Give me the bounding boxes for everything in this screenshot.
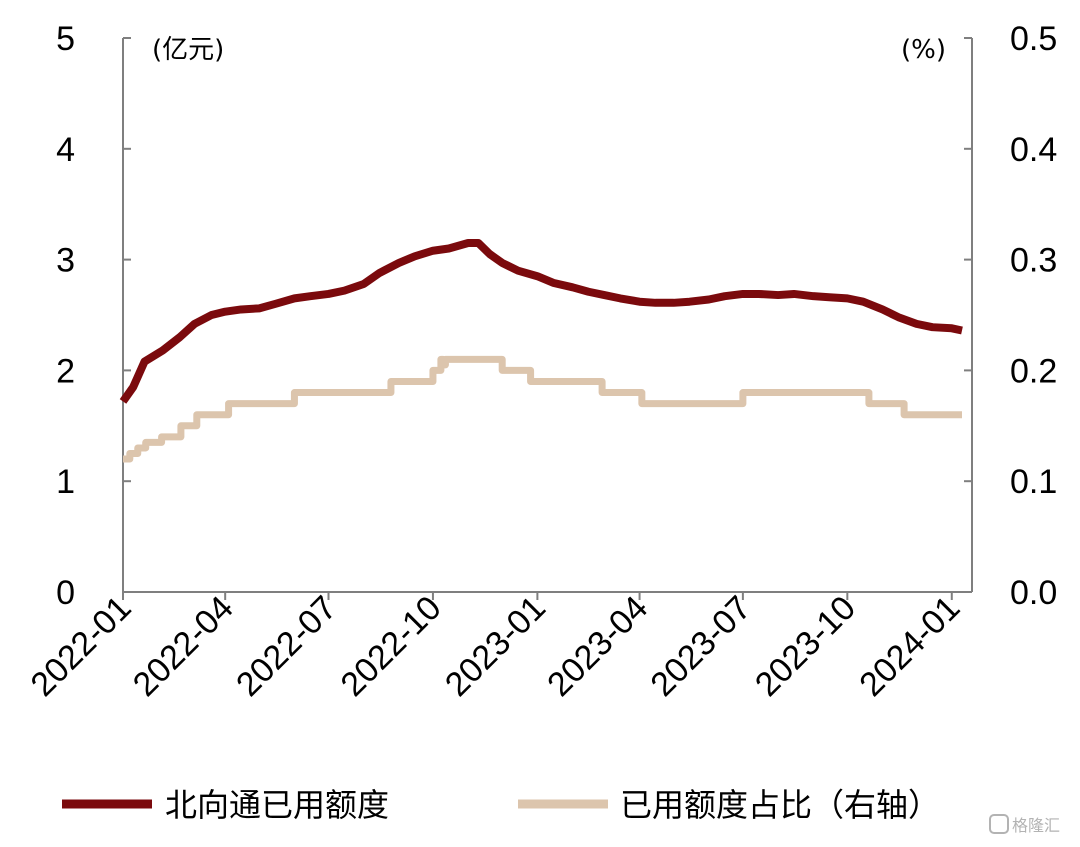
left-axis-unit: (亿元) xyxy=(152,35,224,65)
x-tick-label: 2024-01 xyxy=(852,589,967,704)
left-tick-label: 1 xyxy=(56,463,75,501)
right-tick-label: 0.3 xyxy=(1010,242,1057,280)
left-tick-label: 5 xyxy=(56,20,75,58)
legend: 北向通已用额度 已用额度占比（右轴） xyxy=(62,786,940,824)
series-line-1 xyxy=(123,355,962,463)
right-tick-label: 0.1 xyxy=(1010,463,1057,501)
x-tick-label: 2023-07 xyxy=(643,589,758,704)
watermark: 格隆汇 xyxy=(989,814,1060,835)
series-layer xyxy=(119,238,963,463)
series-line-0 xyxy=(119,238,963,404)
right-axis-unit: (%) xyxy=(901,35,946,65)
x-tick-label: 2023-04 xyxy=(540,589,655,704)
x-tick-label: 2023-10 xyxy=(748,589,863,704)
watermark-logo-icon xyxy=(989,814,1009,834)
left-tick-label: 0 xyxy=(56,574,75,612)
x-tick-label: 2022-04 xyxy=(126,589,241,704)
legend-label-1: 已用额度占比（右轴） xyxy=(620,786,940,824)
left-tick-label: 4 xyxy=(56,131,75,169)
x-tick-label: 2022-07 xyxy=(229,589,344,704)
x-tick-label: 2022-10 xyxy=(333,589,448,704)
right-tick-label: 0.2 xyxy=(1010,352,1057,390)
left-tick-label: 3 xyxy=(56,242,75,280)
watermark-text: 格隆汇 xyxy=(1012,816,1060,835)
axes: 0123450.00.10.20.30.40.52022-012022-0420… xyxy=(24,20,1058,704)
right-tick-label: 0.5 xyxy=(1010,20,1057,58)
right-tick-label: 0.0 xyxy=(1010,574,1057,612)
right-tick-label: 0.4 xyxy=(1010,131,1057,169)
legend-label-0: 北向通已用额度 xyxy=(165,786,389,824)
x-tick-label: 2022-01 xyxy=(24,589,139,704)
left-tick-label: 2 xyxy=(56,352,75,390)
x-tick-label: 2023-01 xyxy=(438,589,553,704)
